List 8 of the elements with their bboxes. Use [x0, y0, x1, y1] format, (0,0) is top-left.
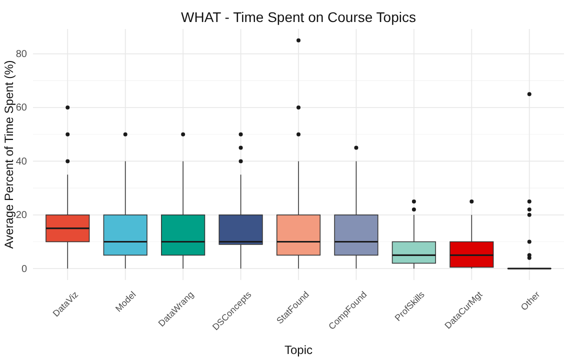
chart-title: WHAT - Time Spent on Course Topics [181, 9, 416, 25]
y-tick-label: 60 [16, 102, 28, 114]
y-tick-label: 0 [21, 264, 28, 275]
y-tick-label: 40 [16, 156, 28, 168]
y-tick-label: 20 [16, 210, 28, 222]
y-tick-label: 80 [16, 49, 28, 60]
x-axis-title: Topic [284, 343, 313, 357]
y-axis-title: Average Percent of Time Spent (%) [2, 60, 16, 249]
